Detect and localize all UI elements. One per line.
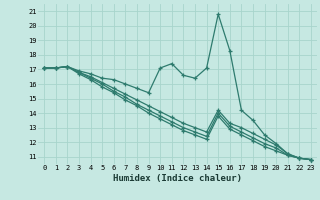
X-axis label: Humidex (Indice chaleur): Humidex (Indice chaleur) [113,174,242,183]
